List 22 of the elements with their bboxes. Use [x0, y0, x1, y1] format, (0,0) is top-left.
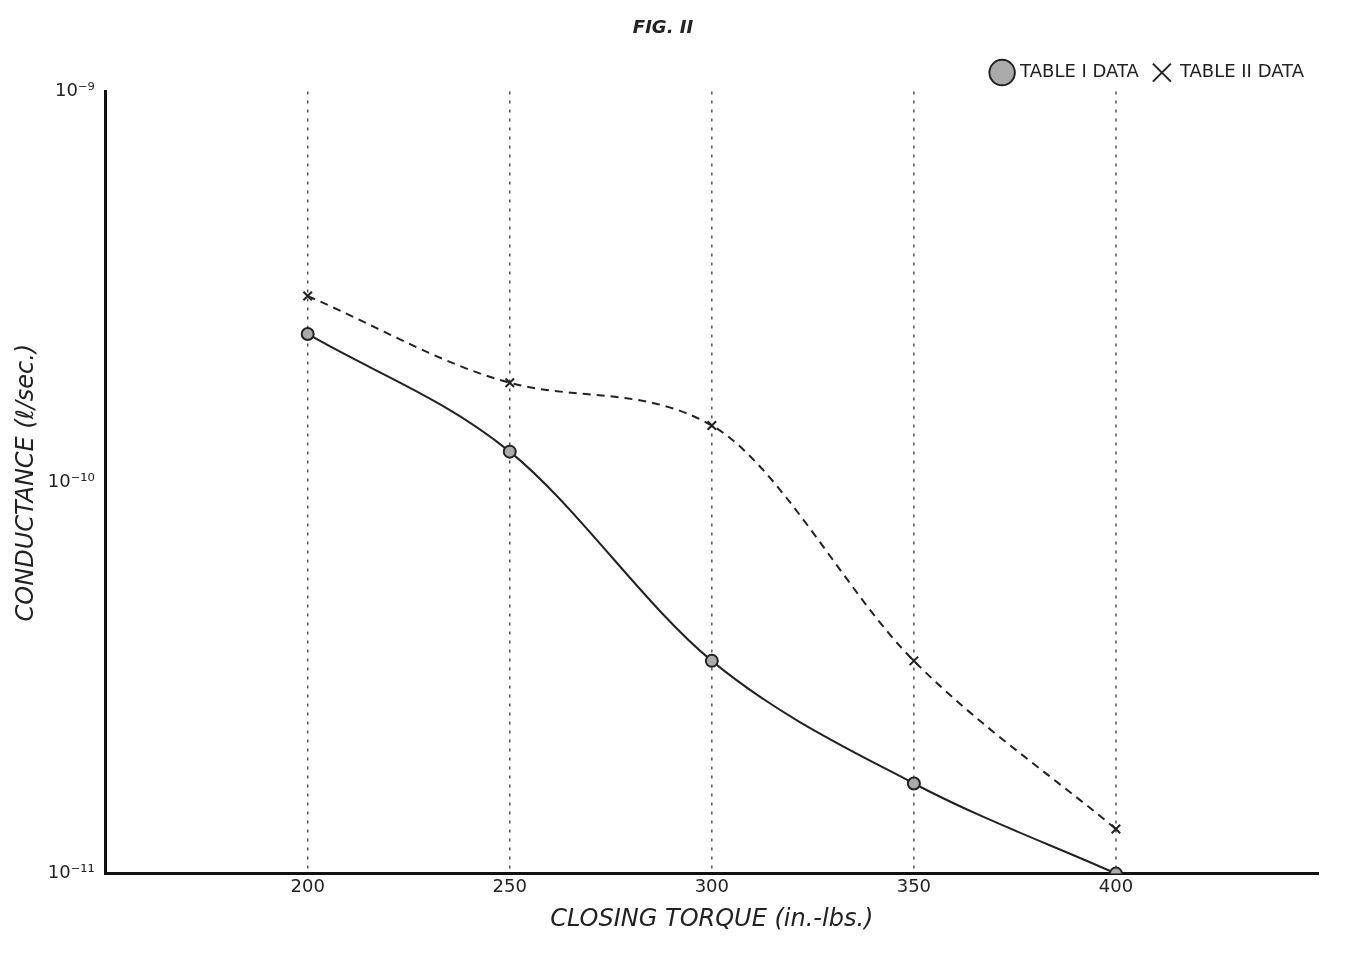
point	[1110, 823, 1122, 835]
point	[704, 653, 719, 668]
y-axis-title: CONDUCTANCE (ℓ/sec.)	[10, 343, 39, 622]
point	[502, 444, 517, 459]
x-tick-label: 200	[290, 875, 325, 897]
x-tick-label: 400	[1098, 875, 1134, 897]
legend-label: TABLE I DATA	[1019, 60, 1140, 82]
x-axis-title: CLOSING TORQUE (in.-lbs.)	[550, 903, 874, 932]
point	[706, 420, 718, 431]
y-tick-label: 10⁻¹⁰	[47, 470, 95, 492]
x-tick-label: 300	[694, 875, 729, 897]
chart-title: FIG. II	[632, 16, 694, 38]
y-tick-label: 10⁻¹¹	[47, 861, 95, 883]
point	[302, 290, 313, 302]
point	[504, 377, 515, 389]
point	[908, 655, 920, 667]
x-tick-label: 250	[492, 875, 527, 897]
point	[300, 326, 315, 341]
x-tick-label: 350	[896, 875, 932, 897]
y-tick-label: 10⁻⁹	[55, 79, 95, 101]
point	[906, 776, 921, 791]
legend-label: TABLE II DATA	[1178, 60, 1305, 82]
